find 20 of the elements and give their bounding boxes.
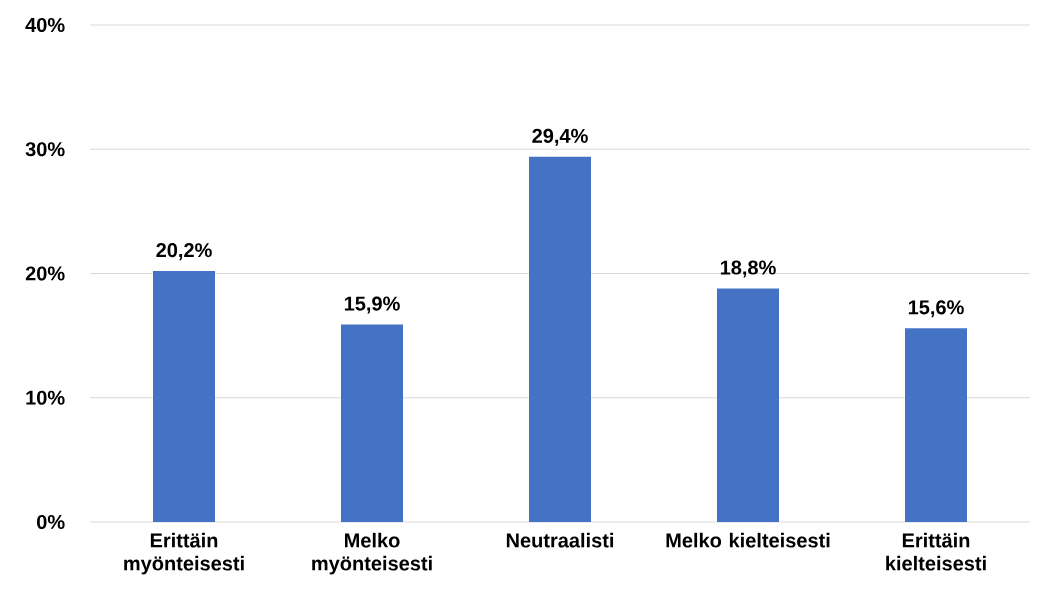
data-label: 18,8%: [720, 260, 776, 278]
x-tick-label: Erittäin kielteisesti: [886, 532, 986, 571]
data-label: 15,9%: [344, 296, 400, 314]
bar: [529, 156, 592, 522]
y-tick-label: 10%: [26, 390, 65, 405]
y-tick-label: 40%: [25, 17, 65, 33]
bar: [153, 271, 216, 522]
x-tick-label: Melko myönteisesti: [312, 532, 432, 575]
y-tick-label: 20%: [25, 266, 65, 281]
x-tick-label: Neutraalisti: [506, 532, 614, 548]
y-tick-label: 0%: [37, 514, 65, 530]
bar: [341, 324, 404, 522]
bar: [717, 288, 779, 522]
bar: [905, 328, 967, 522]
x-tick-label: Erittäin myönteisesti: [124, 532, 244, 575]
data-label: 29,4%: [532, 128, 588, 146]
y-tick-label: 30%: [25, 142, 65, 157]
x-tick-label: Melko kielteisesti: [666, 532, 830, 548]
data-label: 20,2%: [156, 243, 212, 261]
data-label: 15,6%: [908, 300, 964, 318]
